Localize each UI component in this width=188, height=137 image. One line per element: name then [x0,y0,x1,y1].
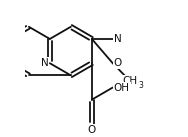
Text: O: O [88,125,96,135]
Text: N: N [41,58,49,68]
Text: N: N [114,34,122,44]
Text: 3: 3 [138,81,143,90]
Text: OH: OH [114,82,130,92]
Text: CH: CH [122,76,137,86]
Text: O: O [114,58,122,68]
